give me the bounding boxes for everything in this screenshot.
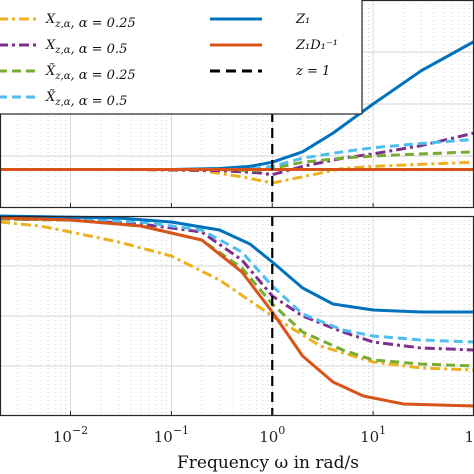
x-tick-label: 10−1 [154, 424, 189, 446]
legend-entry-label: X̃z,α, α = 0.5 [45, 89, 127, 109]
legend-entry-Xtza05: X̃z,α, α = 0.5 [0, 89, 127, 109]
legend-entry-Xza05: Xz,α, α = 0.5 [0, 38, 127, 57]
legend-entry-label: Z₁D₁⁻¹ [295, 38, 338, 53]
legend-entry-Xza025: Xz,α, α = 0.25 [0, 12, 136, 31]
legend-box [0, 0, 363, 115]
series-line-Xtza025-phase [0, 217, 474, 368]
legend-entry-label: X̃z,α, α = 0.25 [45, 63, 136, 83]
series-line-Z1-phase [0, 214, 474, 314]
legend-entry-label: Xz,α, α = 0.25 [45, 12, 136, 31]
series-line-Xtza05-magnitude [0, 137, 474, 171]
x-tick-label: 10−2 [53, 424, 88, 446]
legend-entry-vline: z = 1 [210, 64, 330, 79]
series-line-Xtza05-phase [0, 216, 474, 344]
phase-panel-series [0, 214, 474, 408]
series-line-Xtza025-magnitude [0, 150, 474, 173]
legend-entry-Z1D1: Z₁D₁⁻¹ [210, 38, 338, 53]
series-line-Xza025-phase [0, 220, 474, 372]
magnitude-panel-series [0, 40, 474, 185]
x-tick-label: 101 [360, 424, 386, 446]
x-tick-labels: 10−2 10−1 100 101 10 [53, 424, 474, 446]
legend: Xz,α, α = 0.25 Xz,α, α = 0.5 X̃z,α, α = 0.… [0, 0, 363, 115]
legend-entry-label: z = 1 [295, 64, 330, 79]
x-tick-label: 100 [259, 424, 285, 446]
legend-entry-label: Xz,α, α = 0.5 [45, 38, 127, 57]
legend-entry-label: Z₁ [295, 12, 310, 27]
x-tick-label: 10 [464, 428, 474, 446]
legend-entry-Z1: Z₁ [210, 12, 310, 27]
legend-entry-Xtza025: X̃z,α, α = 0.25 [0, 63, 136, 83]
x-axis-label: Frequency ω in rad/s [177, 453, 359, 473]
